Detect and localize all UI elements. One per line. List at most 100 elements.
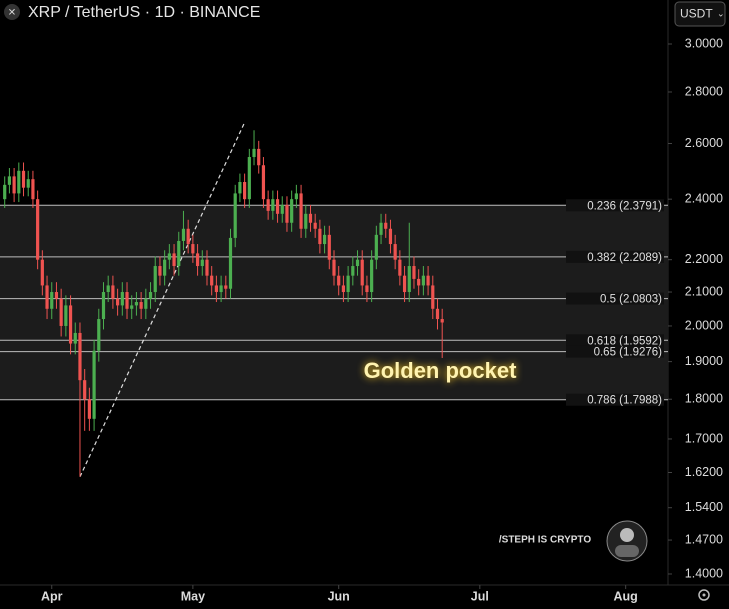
candle-body bbox=[365, 285, 369, 293]
candle-body bbox=[3, 184, 7, 200]
logo: ✕ bbox=[4, 4, 20, 20]
fib-label-bg bbox=[566, 199, 664, 212]
candle-body bbox=[417, 278, 421, 286]
candle-body bbox=[421, 275, 425, 286]
candle-body bbox=[68, 305, 73, 344]
candle-body bbox=[412, 266, 416, 279]
fib-label: 0.382 (2.2089) bbox=[587, 252, 662, 264]
candle-body bbox=[106, 285, 110, 293]
candle-body bbox=[304, 213, 308, 229]
candle-body bbox=[271, 199, 275, 211]
candle-body bbox=[374, 234, 378, 260]
currency-label[interactable]: USDT bbox=[680, 7, 713, 21]
chart-title: XRP / TetherUS · 1D · BINANCE bbox=[28, 4, 260, 21]
candle-body bbox=[238, 182, 242, 194]
y-tick-label: 1.6200 bbox=[685, 465, 723, 479]
candle-body bbox=[36, 199, 40, 260]
y-tick-label: 1.5400 bbox=[685, 500, 723, 514]
y-tick-label: 3.0000 bbox=[685, 36, 723, 50]
candle-body bbox=[290, 199, 294, 223]
dropdown-icon[interactable]: ⌄ bbox=[717, 8, 725, 18]
candle-body bbox=[431, 285, 435, 309]
x-tick-label: May bbox=[181, 589, 205, 603]
candle-body bbox=[346, 275, 350, 293]
candle-body bbox=[120, 292, 124, 306]
fib-zone bbox=[0, 205, 668, 400]
currency-button[interactable] bbox=[674, 1, 726, 27]
candle-body bbox=[388, 228, 393, 245]
x-tick-label: Aug bbox=[614, 589, 638, 603]
candle-body bbox=[360, 259, 364, 286]
candle-body bbox=[92, 350, 96, 419]
candle-body bbox=[177, 240, 181, 267]
candle-body bbox=[205, 259, 209, 276]
settings-icon[interactable] bbox=[698, 589, 710, 601]
candle-body bbox=[219, 285, 223, 293]
x-tick-label: Jun bbox=[328, 589, 350, 603]
candle-body bbox=[393, 244, 397, 260]
candle-body bbox=[370, 259, 374, 293]
fib-label-bg bbox=[566, 292, 664, 305]
candle-body bbox=[384, 222, 388, 229]
candle-body bbox=[40, 259, 44, 286]
candle-body bbox=[130, 305, 134, 309]
y-tick-label: 2.4000 bbox=[685, 191, 723, 205]
candle-body bbox=[275, 199, 280, 214]
candle-body bbox=[186, 228, 190, 245]
candle-body bbox=[97, 319, 101, 351]
y-tick-label: 1.4700 bbox=[685, 532, 723, 546]
fib-label: 0.236 (2.3791) bbox=[587, 200, 662, 212]
candle-body bbox=[214, 285, 218, 293]
svg-text:✕: ✕ bbox=[8, 8, 16, 19]
candle-body bbox=[78, 332, 82, 381]
candle-body bbox=[26, 179, 30, 188]
candle-body bbox=[7, 176, 12, 185]
y-tick-label: 2.2000 bbox=[685, 252, 723, 266]
candle-body bbox=[134, 302, 139, 306]
candle-body bbox=[181, 228, 186, 241]
fib-label: 0.5 (2.0803) bbox=[600, 294, 662, 306]
candle-body bbox=[379, 222, 383, 235]
fib-label-bg bbox=[566, 345, 664, 358]
candle-body bbox=[224, 285, 228, 289]
y-tick-label: 2.8000 bbox=[685, 84, 723, 98]
candle-body bbox=[59, 298, 63, 326]
candle-body bbox=[125, 292, 129, 309]
candle-body bbox=[407, 266, 411, 293]
fib-label-bg bbox=[566, 393, 664, 406]
candle-body bbox=[163, 259, 167, 276]
candle-body bbox=[285, 204, 289, 223]
y-tick-label: 2.6000 bbox=[685, 136, 723, 150]
y-tick-label: 2.0000 bbox=[685, 318, 723, 332]
candle-body bbox=[440, 319, 444, 323]
candle-body bbox=[73, 332, 77, 344]
candle-body bbox=[228, 237, 233, 289]
candle-body bbox=[398, 259, 402, 276]
candle-body bbox=[195, 253, 200, 267]
y-tick-label: 1.9000 bbox=[685, 354, 723, 368]
candle-body bbox=[21, 170, 26, 188]
candle-body bbox=[313, 222, 317, 229]
candle-body bbox=[144, 298, 148, 309]
candle-body bbox=[153, 266, 157, 293]
candle-body bbox=[402, 275, 407, 293]
candle-body bbox=[261, 165, 266, 200]
candle-body bbox=[426, 275, 430, 286]
y-tick-label: 2.1000 bbox=[685, 284, 723, 298]
candle-body bbox=[252, 148, 256, 158]
fib-label: 0.786 (1.7988) bbox=[587, 395, 662, 407]
candle-body bbox=[116, 298, 120, 306]
trendline bbox=[79, 122, 246, 478]
x-tick-label: Apr bbox=[41, 589, 63, 603]
candle-body bbox=[148, 292, 153, 299]
y-tick-label: 1.7000 bbox=[685, 431, 723, 445]
candle-body bbox=[351, 266, 355, 276]
candle-body bbox=[257, 148, 261, 166]
candle-body bbox=[200, 259, 204, 267]
candle-body bbox=[172, 253, 176, 267]
candle-body bbox=[167, 253, 171, 260]
candle-body bbox=[139, 302, 143, 309]
candle-body bbox=[327, 234, 331, 260]
candle-body bbox=[332, 259, 336, 276]
